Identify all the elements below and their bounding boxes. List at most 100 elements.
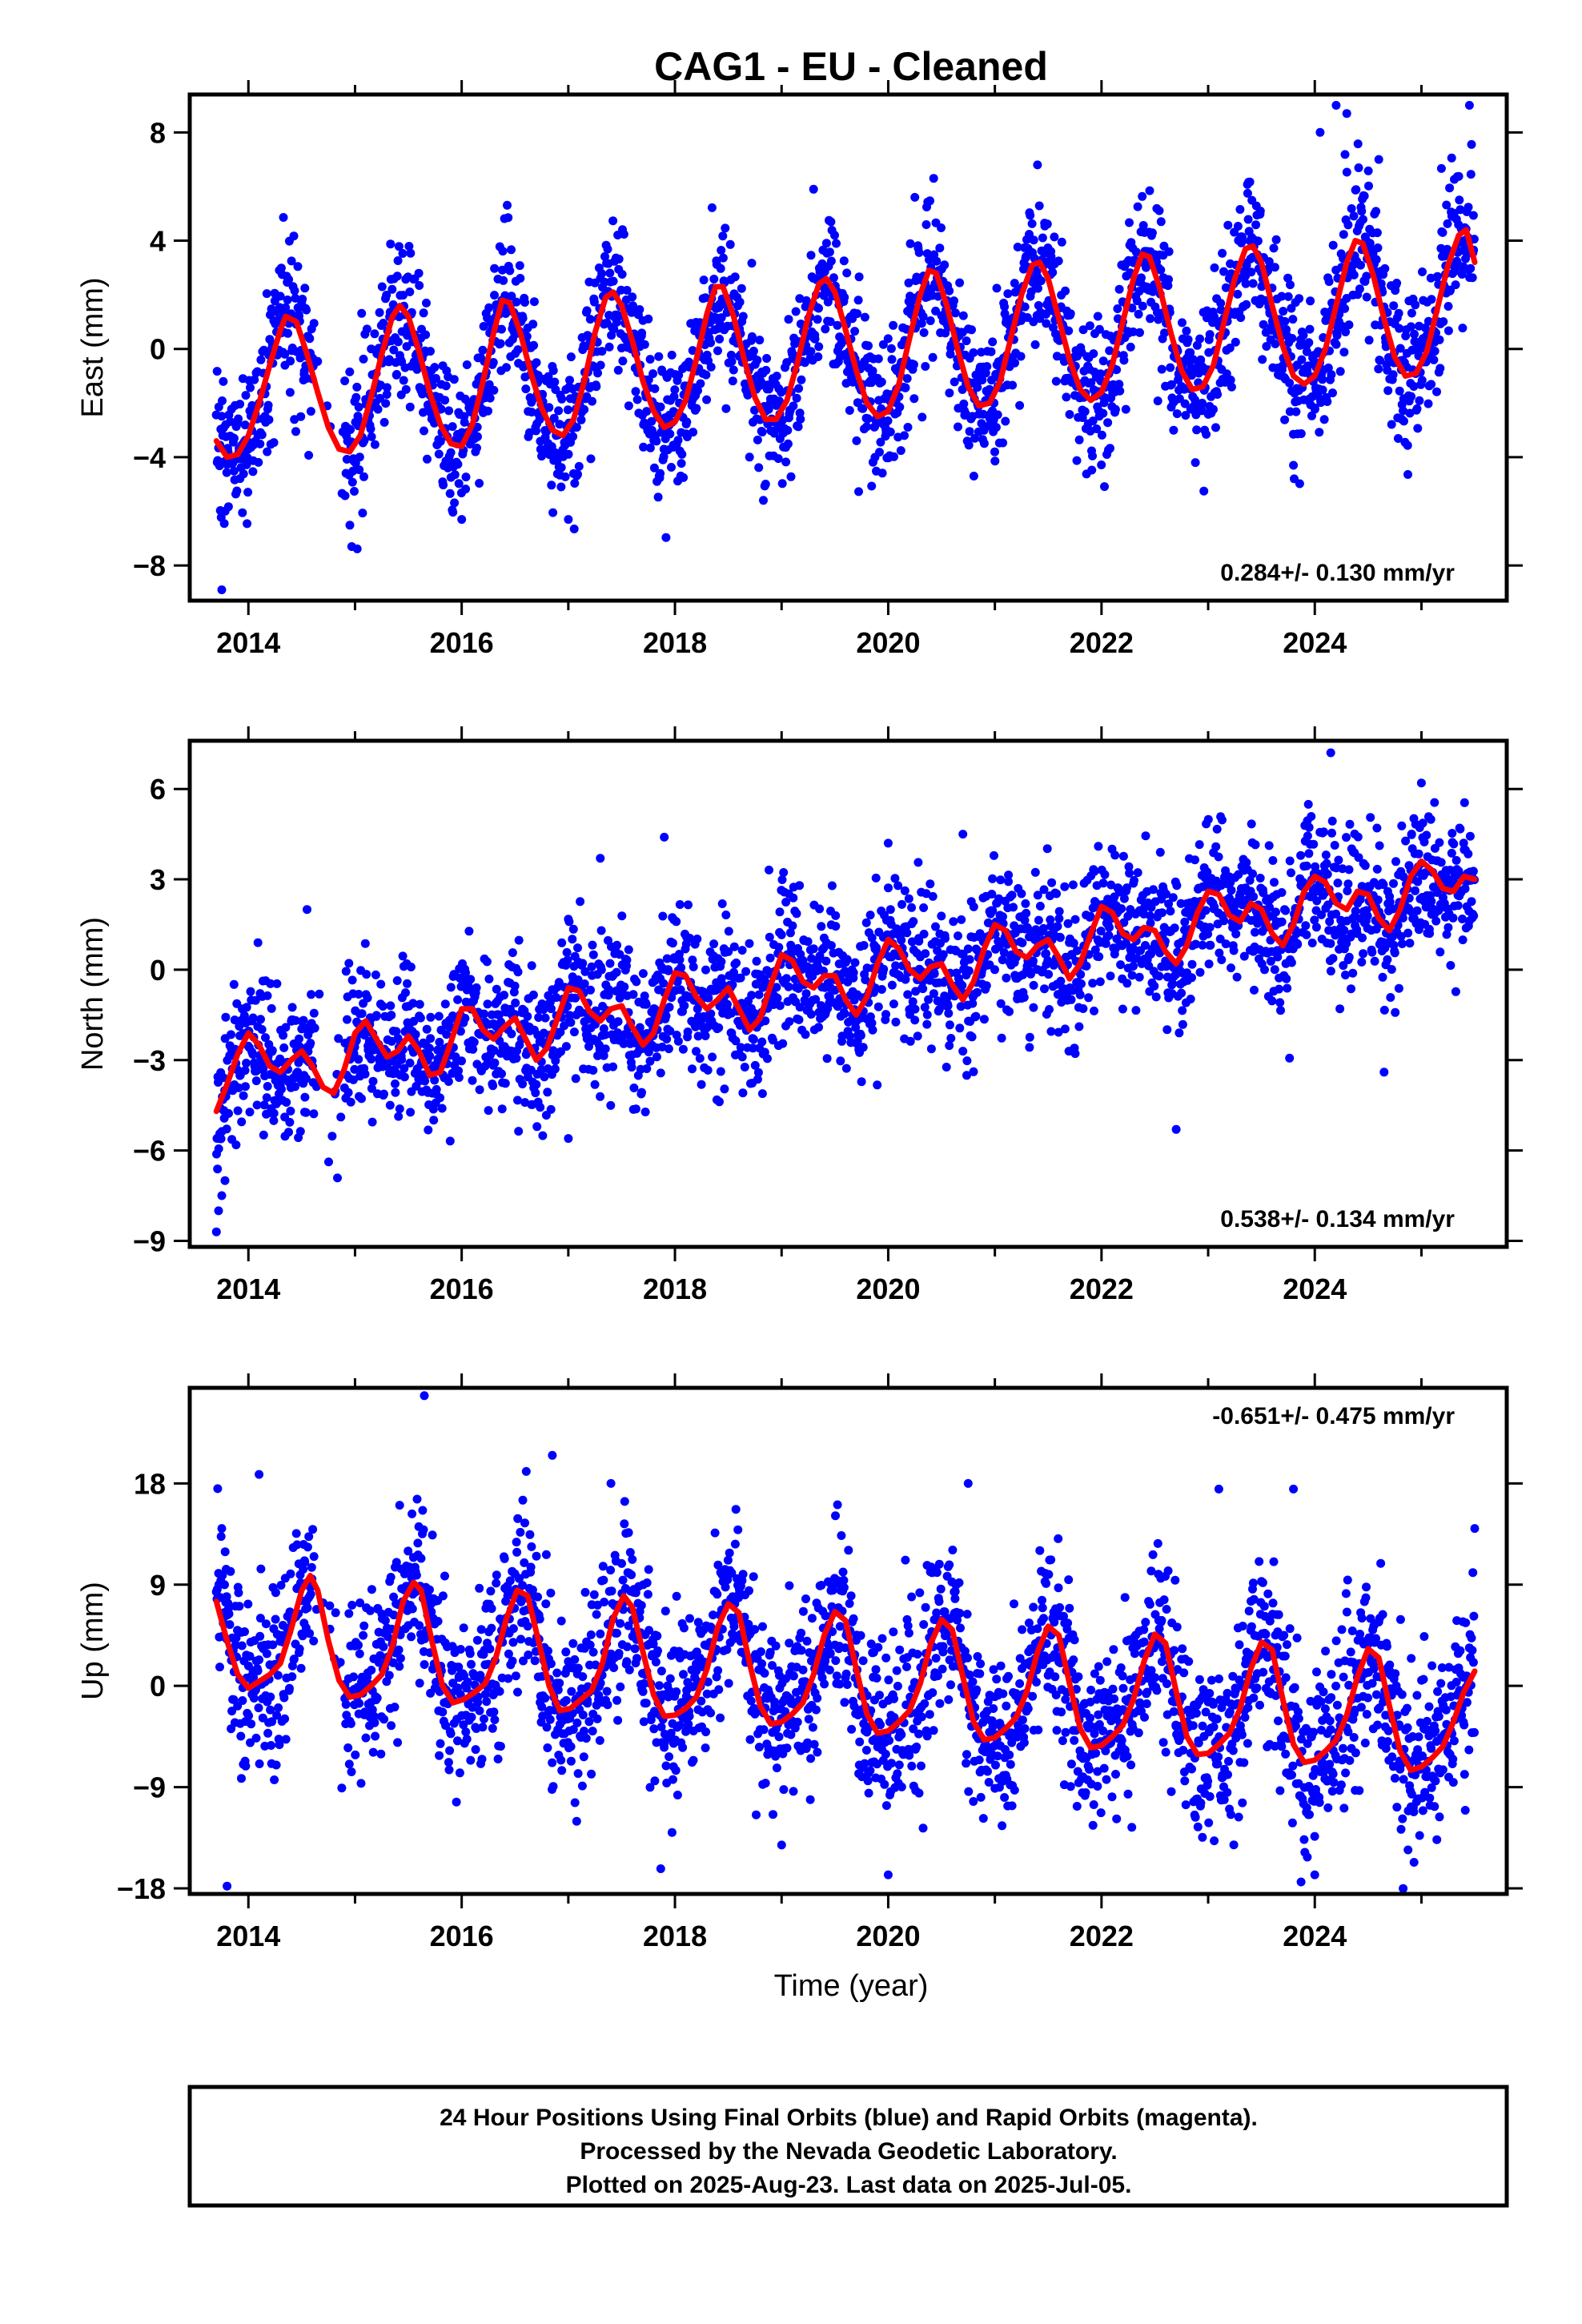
east-point xyxy=(1008,380,1018,390)
east-point xyxy=(1038,233,1047,243)
east-point xyxy=(582,306,592,316)
east-point xyxy=(1307,411,1316,420)
north-point xyxy=(1154,971,1164,981)
east-point xyxy=(1297,355,1307,364)
north-point xyxy=(1383,955,1392,964)
east-point xyxy=(1157,364,1166,374)
north-point xyxy=(424,1043,434,1053)
east-point xyxy=(475,479,484,488)
north-point xyxy=(1311,862,1320,871)
north-point xyxy=(665,1003,674,1012)
east-point xyxy=(727,356,737,366)
north-point xyxy=(1022,908,1031,918)
north-point xyxy=(913,1031,922,1041)
east-point xyxy=(488,358,498,367)
east-point xyxy=(554,406,564,416)
north-point xyxy=(284,1128,293,1137)
north-point xyxy=(1370,956,1379,966)
east-point xyxy=(255,439,265,448)
north-point xyxy=(1389,879,1398,888)
north-point xyxy=(596,1092,605,1101)
north-point xyxy=(456,1027,465,1036)
east-point xyxy=(1225,344,1235,352)
east-point xyxy=(1119,356,1129,365)
north-point xyxy=(416,1013,425,1023)
east-point xyxy=(1088,416,1098,426)
east-point xyxy=(1003,289,1013,299)
north-point xyxy=(1301,921,1311,931)
east-point xyxy=(1340,150,1350,159)
east-point xyxy=(1353,139,1363,149)
east-point xyxy=(359,436,369,445)
east-point xyxy=(535,415,544,424)
east-point xyxy=(1443,219,1452,228)
east-point xyxy=(379,319,388,328)
east-point xyxy=(298,295,307,304)
east-point xyxy=(484,406,492,416)
east-point xyxy=(1277,292,1287,301)
north-point xyxy=(556,1047,565,1056)
north-point xyxy=(286,1106,295,1116)
east-point xyxy=(1202,429,1211,439)
east-frame xyxy=(187,92,1509,603)
east-point xyxy=(830,231,839,240)
north-point xyxy=(1122,883,1131,893)
east-point xyxy=(970,433,979,443)
east-point xyxy=(801,296,811,305)
east-point xyxy=(783,439,793,448)
east-point xyxy=(940,260,950,270)
east-point xyxy=(1133,202,1142,211)
north-point xyxy=(1221,939,1231,949)
north-points xyxy=(211,748,1480,1236)
east-point xyxy=(713,346,722,356)
east-point xyxy=(1051,376,1061,386)
east-point xyxy=(806,347,816,356)
north-point xyxy=(971,1011,981,1021)
east-point xyxy=(1381,342,1391,352)
east-point xyxy=(696,379,705,388)
north-point xyxy=(1117,904,1126,914)
north-point xyxy=(454,1073,464,1082)
north-point xyxy=(1239,951,1249,961)
north-point xyxy=(990,965,999,975)
east-point xyxy=(796,320,805,328)
east-point xyxy=(1065,410,1074,419)
north-point xyxy=(1327,828,1336,838)
north-point xyxy=(908,997,917,1007)
north-point xyxy=(642,1064,652,1073)
north-point xyxy=(514,935,524,945)
east-point xyxy=(1191,458,1200,468)
east-point xyxy=(854,272,864,282)
north-point xyxy=(569,1027,579,1037)
north-point xyxy=(956,1002,966,1011)
east-point xyxy=(978,409,988,419)
east-point xyxy=(1443,326,1453,336)
east-point xyxy=(1034,201,1044,211)
east-point xyxy=(1305,324,1315,334)
north-point xyxy=(675,955,685,964)
east-point xyxy=(1466,170,1476,179)
north-point xyxy=(1164,899,1174,909)
north-point xyxy=(784,982,793,991)
north-point xyxy=(561,1042,571,1051)
north-point xyxy=(1344,952,1354,962)
east-point xyxy=(1233,222,1243,231)
north-point xyxy=(1249,892,1259,902)
north-point xyxy=(540,1072,549,1082)
east-point xyxy=(1126,342,1135,352)
east-point xyxy=(1362,292,1371,302)
north-point xyxy=(1094,952,1104,962)
figure-title: CAG1 - EU - Cleaned xyxy=(654,44,1048,89)
east-point xyxy=(777,479,787,489)
east-point xyxy=(1304,338,1314,348)
north-point xyxy=(1055,933,1065,943)
east-point xyxy=(833,320,842,330)
north-point xyxy=(975,929,985,939)
east-point xyxy=(226,417,235,426)
east-point xyxy=(286,356,295,366)
north-point xyxy=(403,979,412,988)
east-point xyxy=(405,287,415,296)
east-point xyxy=(589,297,599,307)
east-point xyxy=(1374,364,1383,374)
east-x-tick-label: 2024 xyxy=(1283,626,1347,659)
